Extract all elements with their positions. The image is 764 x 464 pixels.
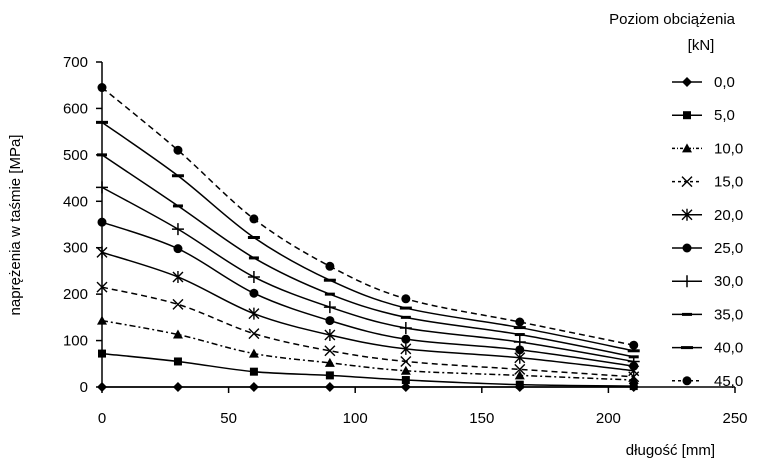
data-point	[400, 355, 412, 367]
data-point	[172, 270, 184, 283]
data-point	[629, 382, 638, 391]
legend-label: 20,0	[714, 207, 743, 224]
data-point	[248, 348, 259, 358]
x-tick-label: 200	[596, 410, 621, 427]
legend-label: 25,0	[714, 240, 743, 257]
legend-title-line2: [kN]	[688, 37, 715, 54]
data-point	[515, 345, 525, 355]
x-axis-label: długość [mm]	[626, 442, 715, 459]
data-point	[325, 261, 335, 271]
legend-label: 15,0	[714, 174, 743, 191]
data-point	[247, 270, 260, 283]
legend-label: 10,0	[714, 140, 743, 157]
data-point	[247, 236, 260, 239]
x-tick-label: 250	[722, 410, 747, 427]
series-line	[101, 121, 634, 352]
legend-label: 0,0	[714, 74, 735, 91]
data-point	[173, 145, 183, 155]
data-point	[173, 244, 183, 254]
series-line	[101, 154, 634, 358]
legend-marker	[681, 176, 693, 188]
legend-marker	[682, 143, 692, 153]
series-line	[101, 251, 634, 372]
data-point	[513, 326, 526, 330]
data-point	[171, 174, 184, 178]
y-tick-label: 600	[63, 100, 88, 117]
series-line	[101, 186, 634, 363]
legend-marker	[682, 77, 692, 87]
data-point	[515, 380, 524, 389]
y-tick-label: 400	[63, 193, 88, 210]
y-tick-label: 500	[63, 147, 88, 164]
data-point	[399, 306, 412, 310]
legend-marker	[683, 111, 691, 120]
legend-label: 5,0	[714, 107, 735, 124]
y-tick-label: 100	[63, 333, 88, 350]
legend-marker	[681, 208, 693, 221]
y-tick-label: 300	[63, 240, 88, 257]
data-point	[325, 371, 334, 380]
data-point	[249, 288, 259, 298]
legend-marker	[681, 275, 693, 288]
data-point	[514, 370, 525, 380]
data-point	[248, 328, 260, 340]
data-point	[324, 329, 336, 341]
legend-marker	[682, 376, 692, 386]
legend-label: 30,0	[714, 273, 743, 290]
data-point	[627, 349, 640, 353]
legend-marker	[681, 346, 693, 350]
data-point	[629, 340, 639, 350]
legend-label: 35,0	[714, 306, 743, 323]
data-point	[171, 223, 184, 236]
data-point	[323, 278, 336, 282]
data-point	[323, 301, 336, 314]
data-point	[248, 307, 260, 320]
x-tick-label: 100	[343, 410, 368, 427]
data-point	[249, 214, 259, 224]
data-point	[399, 322, 412, 335]
data-point	[172, 329, 183, 339]
data-point	[401, 294, 411, 304]
y-tick-label: 700	[63, 54, 88, 71]
series-line	[101, 86, 634, 346]
legend-label: 45,0	[714, 373, 743, 390]
y-axis-label: naprężenia w taśmie [MPa]	[7, 135, 24, 316]
x-tick-label: 150	[469, 410, 494, 427]
data-point	[172, 298, 184, 310]
legend-title-line1: Poziom obciążenia	[609, 11, 736, 28]
y-tick-label: 0	[80, 379, 88, 396]
data-point	[173, 357, 182, 366]
legend-marker	[682, 243, 692, 253]
series-line	[101, 286, 634, 378]
data-point	[324, 357, 335, 367]
data-point	[513, 335, 526, 348]
legend-label: 40,0	[714, 340, 743, 357]
data-point	[401, 376, 410, 385]
series-line	[101, 221, 634, 367]
series-line	[101, 319, 634, 381]
x-tick-label: 50	[220, 410, 237, 427]
x-tick-label: 0	[98, 410, 106, 427]
data-point	[401, 334, 411, 344]
y-tick-label: 200	[63, 286, 88, 303]
data-point	[325, 316, 335, 326]
data-point	[514, 363, 526, 375]
data-point	[628, 375, 639, 385]
data-point	[400, 365, 411, 375]
data-point	[324, 345, 336, 357]
data-point	[400, 342, 412, 355]
data-point	[515, 317, 525, 327]
data-point	[249, 367, 258, 376]
